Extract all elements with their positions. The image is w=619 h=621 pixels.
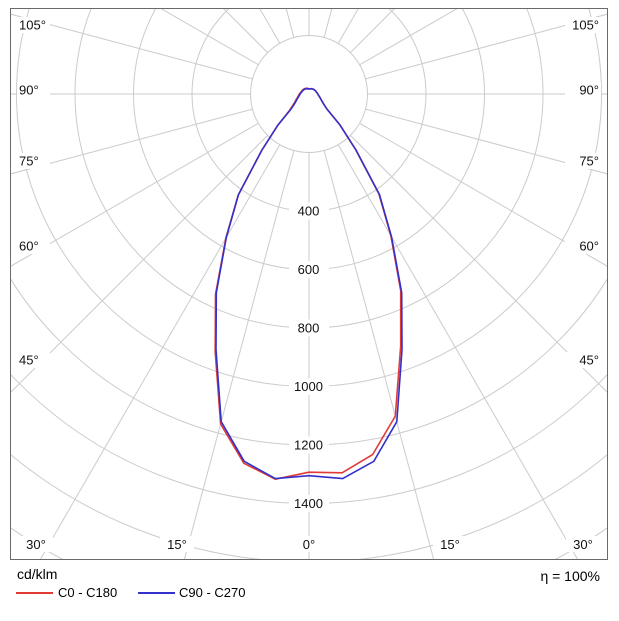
grid-spoke bbox=[350, 135, 619, 546]
angle-label-left: 75° bbox=[19, 154, 39, 169]
angle-label-bottom: 30° bbox=[573, 537, 593, 552]
ring-label: 1200 bbox=[294, 438, 323, 453]
angle-label-bottom: 30° bbox=[26, 537, 46, 552]
grid-spoke bbox=[366, 109, 619, 260]
legend-label-c90-c270: C90 - C270 bbox=[179, 585, 245, 600]
ring-label: 1400 bbox=[294, 496, 323, 511]
legend-line-c0-c180 bbox=[16, 592, 53, 594]
ring-label: 800 bbox=[298, 321, 320, 336]
angle-label-right: 60° bbox=[579, 239, 599, 254]
unit-label: cd/klm bbox=[17, 566, 57, 582]
angle-label-right: 75° bbox=[579, 154, 599, 169]
angle-label-right: 105° bbox=[572, 18, 599, 33]
angle-label-left: 90° bbox=[19, 83, 39, 98]
angle-label-bottom: 0° bbox=[303, 537, 315, 552]
grid-spoke bbox=[324, 0, 475, 38]
grid-ring bbox=[251, 36, 368, 153]
ring-label: 1000 bbox=[294, 379, 323, 394]
grid-spoke bbox=[0, 135, 268, 546]
efficiency-label: η = 100% bbox=[540, 568, 600, 584]
curve-c0-c180 bbox=[215, 88, 401, 479]
grid-spoke bbox=[143, 0, 294, 38]
legend-label-c0-c180: C0 - C180 bbox=[58, 585, 117, 600]
angle-label-left: 105° bbox=[19, 18, 46, 33]
angle-label-left: 45° bbox=[19, 353, 39, 368]
angle-label-bottom: 15° bbox=[440, 537, 460, 552]
angle-label-left: 60° bbox=[19, 239, 39, 254]
angle-label-bottom: 15° bbox=[167, 537, 187, 552]
angle-label-right: 90° bbox=[579, 83, 599, 98]
ring-label: 400 bbox=[298, 204, 320, 219]
angle-label-right: 45° bbox=[579, 353, 599, 368]
ring-label: 600 bbox=[298, 262, 320, 277]
grid-spoke bbox=[0, 109, 253, 260]
legend-line-c90-c270 bbox=[138, 592, 175, 594]
